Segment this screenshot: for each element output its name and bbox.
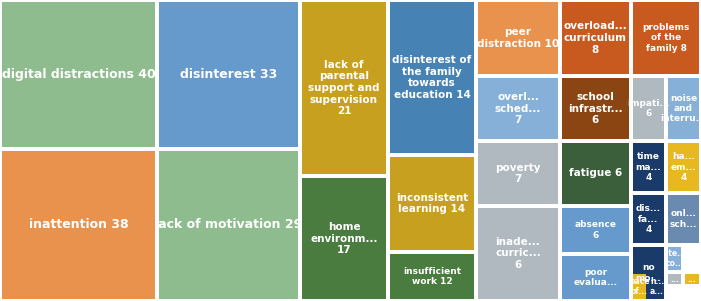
Text: inconsistent
learning 14: inconsistent learning 14 [396, 193, 468, 214]
Bar [302, 2, 386, 174]
Text: inattention 38: inattention 38 [29, 219, 128, 231]
Bar [562, 78, 629, 139]
Text: noise
and
interru...: noise and interru... [660, 94, 701, 123]
Bar [478, 208, 558, 299]
Text: fatigue 6: fatigue 6 [569, 169, 622, 178]
Text: ha...
em...
4: ha... em... 4 [671, 152, 696, 182]
Bar [390, 157, 474, 250]
Text: absence
6: absence 6 [575, 220, 616, 240]
Bar [668, 247, 681, 270]
Bar [633, 78, 664, 139]
Text: ...: ... [670, 275, 679, 284]
Bar [633, 2, 699, 74]
Bar [633, 274, 646, 299]
Bar [685, 274, 699, 284]
Bar [159, 151, 298, 299]
Bar [478, 2, 558, 74]
Text: dis...
fa...
4: dis... fa... 4 [636, 204, 661, 234]
Bar [2, 151, 155, 299]
Bar [390, 2, 474, 153]
Bar [650, 274, 664, 299]
Text: disinterest 33: disinterest 33 [180, 68, 277, 81]
Bar [668, 78, 699, 139]
Bar [668, 195, 699, 243]
Bar [302, 178, 386, 299]
Bar [478, 143, 558, 204]
Text: pace
of...: pace of... [629, 277, 650, 296]
Text: overload...
curriculum
8: overload... curriculum 8 [564, 21, 627, 54]
Text: problems
of the
family 8: problems of the family 8 [642, 23, 690, 53]
Text: poverty
7: poverty 7 [495, 163, 540, 184]
Bar [633, 143, 664, 191]
Text: h...
a...: h... a... [650, 277, 664, 296]
Text: insufficient
work 12: insufficient work 12 [403, 267, 461, 286]
Text: overl...
sched...
7: overl... sched... 7 [495, 92, 541, 125]
Text: impati...
6: impati... 6 [627, 99, 670, 118]
Bar [562, 143, 629, 204]
Text: disinterest of
the family
towards
education 14: disinterest of the family towards educat… [393, 55, 472, 100]
Bar [633, 195, 664, 243]
Text: school
infrastr...
6: school infrastr... 6 [569, 92, 622, 125]
Bar [668, 143, 699, 191]
Text: inade...
curric...
6: inade... curric... 6 [495, 237, 541, 270]
Bar [2, 2, 155, 147]
Bar [478, 78, 558, 139]
Bar [562, 256, 629, 299]
Bar [562, 2, 629, 74]
Text: time
ma...
4: time ma... 4 [636, 152, 661, 182]
Text: peer
distraction 10: peer distraction 10 [477, 27, 559, 49]
Bar [390, 254, 474, 299]
Text: lack of
parental
support and
supervision
21: lack of parental support and supervision… [308, 60, 380, 116]
Text: digital distractions 40: digital distractions 40 [1, 68, 156, 81]
Bar [668, 274, 681, 284]
Text: home
environm...
17: home environm... 17 [311, 222, 378, 255]
Bar [562, 208, 629, 252]
Text: lite...
co...: lite... co... [663, 249, 686, 268]
Bar [159, 2, 298, 147]
Text: lack of motivation 29: lack of motivation 29 [154, 219, 303, 231]
Text: poor
evalua...: poor evalua... [573, 268, 618, 287]
Text: ...: ... [688, 275, 696, 284]
Bar [633, 247, 664, 299]
Text: no
mo...: no mo... [636, 263, 661, 283]
Text: onl...
sch...: onl... sch... [670, 209, 697, 229]
